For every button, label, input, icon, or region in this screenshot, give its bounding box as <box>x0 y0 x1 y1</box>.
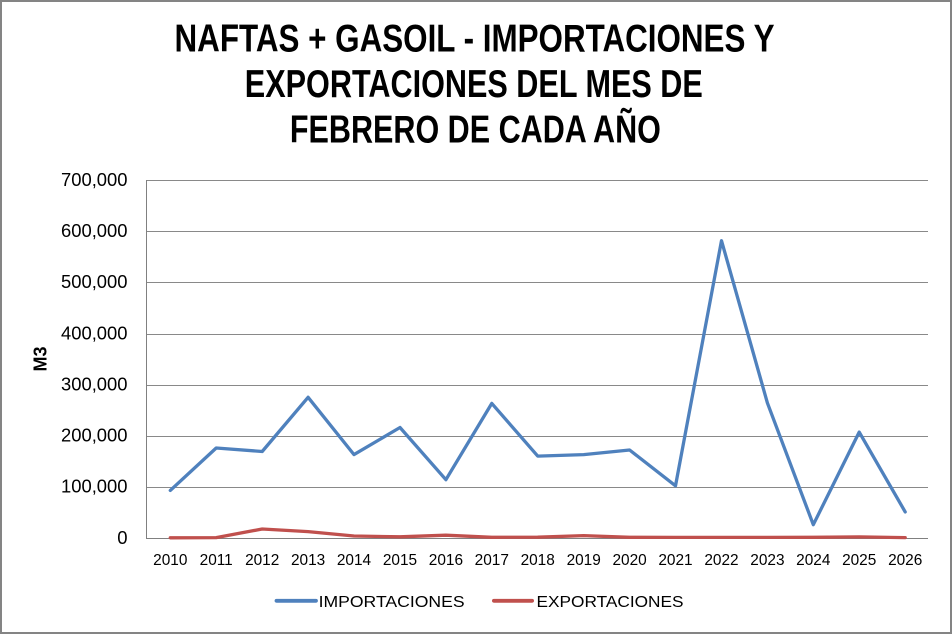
svg-text:200,000: 200,000 <box>61 425 128 446</box>
svg-text:IMPORTACIONES: IMPORTACIONES <box>319 594 465 611</box>
svg-text:M3: M3 <box>30 346 50 371</box>
svg-text:2010: 2010 <box>153 552 187 569</box>
svg-text:NAFTAS + GASOIL - IMPORTACIONE: NAFTAS + GASOIL - IMPORTACIONES Y <box>175 18 775 61</box>
svg-text:EXPORTACIONES DEL MES DE: EXPORTACIONES DEL MES DE <box>245 63 703 106</box>
svg-text:500,000: 500,000 <box>61 271 128 292</box>
svg-text:EXPORTACIONES: EXPORTACIONES <box>537 594 684 611</box>
svg-text:400,000: 400,000 <box>61 322 128 343</box>
svg-text:2016: 2016 <box>429 552 463 569</box>
svg-text:2012: 2012 <box>245 552 279 569</box>
svg-text:2011: 2011 <box>200 552 233 569</box>
svg-text:FEBRERO DE CADA AÑO: FEBRERO DE CADA AÑO <box>290 108 661 152</box>
svg-text:700,000: 700,000 <box>61 169 128 190</box>
svg-text:300,000: 300,000 <box>61 373 128 394</box>
svg-text:2024: 2024 <box>796 552 831 569</box>
svg-text:2019: 2019 <box>567 552 601 569</box>
svg-text:2025: 2025 <box>842 552 876 569</box>
svg-text:2023: 2023 <box>750 552 784 569</box>
svg-text:2013: 2013 <box>291 552 325 569</box>
svg-text:2026: 2026 <box>888 552 922 569</box>
svg-text:2020: 2020 <box>612 552 646 569</box>
svg-text:2022: 2022 <box>704 552 738 569</box>
svg-text:100,000: 100,000 <box>61 476 128 497</box>
svg-text:2015: 2015 <box>383 552 417 569</box>
svg-text:600,000: 600,000 <box>61 220 128 241</box>
svg-text:2017: 2017 <box>475 552 509 569</box>
svg-text:2014: 2014 <box>337 552 372 569</box>
svg-text:0: 0 <box>117 527 127 548</box>
svg-text:2021: 2021 <box>658 552 692 569</box>
svg-text:2018: 2018 <box>521 552 555 569</box>
